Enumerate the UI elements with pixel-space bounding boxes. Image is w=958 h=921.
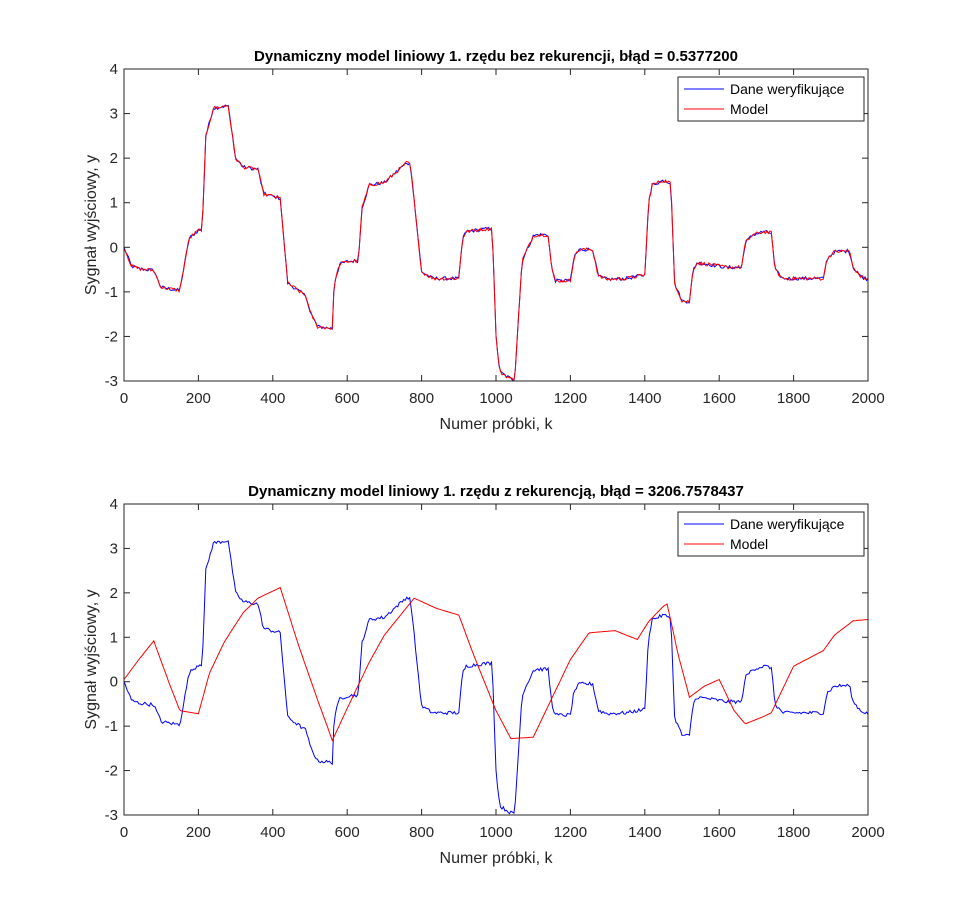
x-tick-label: 1200: [554, 390, 587, 407]
x-tick-label: 1600: [703, 824, 736, 841]
y-tick-label: 4: [110, 496, 118, 513]
y-tick-label: -1: [105, 284, 118, 301]
x-axis-label: Numer próbki, k: [440, 850, 554, 867]
y-tick-label: 1: [110, 195, 118, 212]
series-line-model: [124, 586, 868, 742]
y-tick-label: -3: [105, 373, 118, 390]
chart-panel-1: 0 200 400 600 800 1000 1200 1400 1600 1800 2000 -3 -…: [83, 48, 885, 433]
x-tick-label: 2000: [851, 390, 884, 407]
legend-box: [677, 511, 865, 557]
x-tick-label: 200: [186, 390, 211, 407]
y-axis-label: Sygnał wyjściowy, y: [83, 589, 100, 729]
y-tick-label: 3: [110, 106, 118, 123]
y-tick-label: -1: [105, 718, 118, 735]
legend-label: Model: [730, 101, 768, 117]
y-tick-label: -2: [105, 328, 118, 345]
x-tick-label: 1400: [628, 390, 661, 407]
x-tick-label: 1800: [777, 390, 810, 407]
x-tick-label: 0: [120, 390, 128, 407]
chart-title: Dynamiczny model liniowy 1. rzędu bez re…: [254, 48, 738, 65]
legend-label: Model: [730, 536, 768, 552]
legend: Dane weryfikujące Model: [677, 511, 865, 557]
y-tick-label: 0: [110, 239, 118, 256]
y-tick-label: 2: [110, 585, 118, 602]
legend-label: Dane weryfikujące: [730, 81, 845, 97]
y-tick-label: -2: [105, 763, 118, 780]
x-tick-label: 1000: [479, 390, 512, 407]
x-tick-label: 1800: [777, 824, 810, 841]
x-tick-label: 400: [260, 824, 285, 841]
x-tick-label: 2000: [851, 824, 884, 841]
legend: Dane weryfikujące Model: [677, 76, 865, 122]
y-tick-label: 1: [110, 629, 118, 646]
legend-label: Dane weryfikujące: [730, 516, 845, 532]
chart-title: Dynamiczny model liniowy 1. rzędu z reku…: [248, 483, 744, 500]
x-tick-label: 1000: [479, 824, 512, 841]
legend-box: [677, 76, 865, 122]
x-tick-label: 0: [120, 824, 128, 841]
y-tick-label: 0: [110, 674, 118, 691]
x-tick-label: 200: [186, 824, 211, 841]
y-tick-label: 3: [110, 540, 118, 557]
x-tick-label: 1200: [554, 824, 587, 841]
x-tick-label: 800: [409, 824, 434, 841]
x-tick-label: 600: [335, 390, 360, 407]
y-tick-label: 4: [110, 61, 118, 78]
x-tick-label: 1400: [628, 824, 661, 841]
x-tick-label: 600: [335, 824, 360, 841]
series-line-model: [124, 105, 868, 381]
x-tick-label: 1600: [703, 390, 736, 407]
x-tick-label: 800: [409, 390, 434, 407]
y-axis-label: Sygnał wyjściowy, y: [83, 155, 100, 295]
chart-panel-2: 0 200 400 600 800 1000 1200 1400 1600 1800 2000 -3 -…: [83, 483, 885, 867]
x-axis-label: Numer próbki, k: [440, 416, 554, 433]
y-tick-label: -3: [105, 807, 118, 824]
x-tick-label: 400: [260, 390, 285, 407]
y-tick-label: 2: [110, 150, 118, 167]
series-line-dane-weryfikuj-ce: [124, 540, 868, 815]
